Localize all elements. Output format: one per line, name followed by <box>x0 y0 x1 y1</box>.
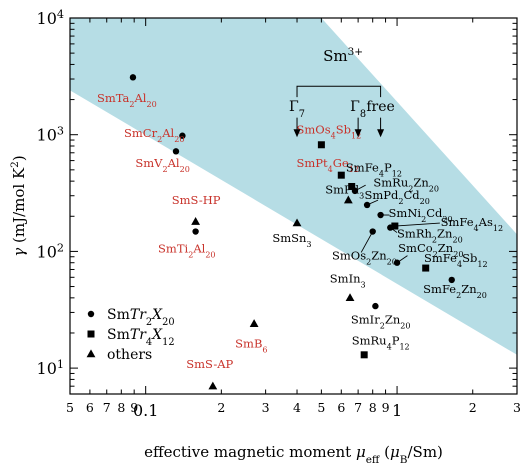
label-smti2al20: SmTi2Al20 <box>158 241 216 258</box>
legend-entry-label: others <box>107 347 152 363</box>
leader-line <box>396 255 408 264</box>
x-tick-label: 7 <box>354 400 362 415</box>
arrow-head-icon <box>293 129 301 138</box>
legend-entry-label: SmTr4X12 <box>107 327 175 348</box>
x-tick-label: 3 <box>262 400 270 415</box>
level-label-free: free <box>366 99 394 115</box>
arrow-head-icon <box>354 129 362 138</box>
y-axis-title: γ (mJ/mol K2) <box>9 155 28 256</box>
leader-line <box>390 227 398 233</box>
label-smta2al20: SmTa2Al20 <box>97 91 157 109</box>
level-label-7: Γ7 <box>289 99 305 120</box>
label-smin3: SmIn3 <box>330 272 366 290</box>
data-points-layer <box>129 74 455 390</box>
point-smin3 <box>345 293 355 302</box>
label-smb6: SmB6 <box>235 337 267 355</box>
shaded-band-layer <box>70 18 517 355</box>
plot-frame <box>69 17 518 395</box>
label-smfe2zn20: SmFe2Zn20 <box>423 282 487 300</box>
point-smfe2zn20 <box>448 276 455 284</box>
label-smpd3: SmPd3 <box>325 182 364 200</box>
x-tick-label: 7 <box>103 400 111 415</box>
point-smir2zn20 <box>372 302 379 310</box>
label-smni2cd20: SmNi2Cd20 <box>389 206 453 224</box>
x-tick-label: 0.1 <box>133 401 158 420</box>
label-smfe4p12: SmFe4P12 <box>346 160 402 178</box>
x-tick-label: 1 <box>392 401 402 420</box>
x-tick-label: 5 <box>317 400 325 415</box>
label-smrh2zn20: SmRh2Zn20 <box>397 226 463 244</box>
leader-line <box>354 184 366 192</box>
x-tick-label: 6 <box>86 400 94 415</box>
label-smsn3: SmSn3 <box>272 231 311 249</box>
x-tick-label: 9 <box>382 400 390 415</box>
level-label-8: Γ8 <box>350 99 366 120</box>
sm3-bracket <box>296 85 382 98</box>
arrow-head-icon <box>377 129 385 138</box>
leader-line <box>360 231 374 253</box>
label-smos4sb12: SmOs4Sb12 <box>296 123 361 141</box>
legend-circle-icon <box>87 310 95 318</box>
label-smru2zn20: SmRu2Zn20 <box>373 175 439 193</box>
x-tick-label: 8 <box>117 400 125 415</box>
x-tick-label: 5 <box>66 400 74 415</box>
point-smru4p12 <box>360 351 368 359</box>
label-smco2zn20: SmCo2Zn20 <box>398 241 463 259</box>
point-smsn3 <box>292 218 302 227</box>
point-smos4sb12 <box>317 141 325 149</box>
label-smru4p12: SmRu4P12 <box>352 333 410 351</box>
label-sms-ap: SmS-AP <box>186 357 233 371</box>
x-axis-title: effective magnetic moment μeff (μB/Sm) <box>144 443 443 465</box>
point-smfe4sb12 <box>422 264 430 272</box>
label-smos2zn20: SmOs2Zn20 <box>332 249 397 267</box>
y-tick-label: 102 <box>37 241 64 262</box>
leader-lines-layer <box>354 184 440 264</box>
point-smpd3 <box>343 195 353 204</box>
point-smv2al20 <box>172 148 180 155</box>
y-tick-label: 103 <box>37 124 64 145</box>
point-smb6 <box>249 319 259 327</box>
shaded-band <box>70 18 517 355</box>
label-smfe4as12: SmFe4As12 <box>441 215 504 233</box>
label-smir2zn20: SmIr2Zn20 <box>351 313 411 331</box>
axes-layer: 5 6 7 8 90.1 2 3 4 5 6 7 8 9 1 2 3101102103104effective… <box>9 8 520 465</box>
point-smpd2cd20 <box>363 201 371 209</box>
y-tick-label: 104 <box>37 8 64 29</box>
point-smti2al20 <box>192 228 199 235</box>
point-smcr2al20 <box>179 132 186 139</box>
point-smta2al20 <box>129 74 137 81</box>
leader-line <box>366 199 379 206</box>
legend-square-icon <box>87 330 95 338</box>
x-tick-label: 6 <box>337 400 345 415</box>
label-smpt4ge12: SmPt4Ge12 <box>296 156 359 174</box>
label-smpd2cd20: SmPd2Cd20 <box>364 188 429 206</box>
label-smfe4sb12: SmFe4Sb12 <box>424 251 488 269</box>
x-tick-label: 3 <box>513 400 520 415</box>
label-smcr2al20: SmCr2Al20 <box>124 126 184 144</box>
point-smni2cd20 <box>377 211 384 219</box>
x-tick-label: 2 <box>469 400 477 415</box>
x-tick-label: 2 <box>217 400 225 415</box>
label-smv2al20: SmV2Al20 <box>135 156 189 174</box>
legend-entry-label: SmTr2X20 <box>107 307 175 328</box>
sm3-annotation-layer: Sm3+ Γ7 Γ8 free <box>289 46 395 138</box>
point-sms-hp <box>191 217 201 225</box>
point-smru2zn20 <box>351 187 359 195</box>
sm3-title: Sm3+ <box>323 46 363 65</box>
point-smfe4p12 <box>348 182 356 190</box>
point-sms-ap <box>208 381 218 390</box>
point-smpt4ge12 <box>337 171 345 179</box>
point-labels-layer: SmTa2Al20 SmCr2Al20 SmV2Al20 SmS-HP SmTi2Al2… <box>97 91 503 371</box>
y-tick-label: 101 <box>37 358 64 379</box>
legend-triangle-icon <box>86 349 96 358</box>
x-tick-label: 8 <box>369 400 377 415</box>
label-sms-hp: SmS-HP <box>172 193 221 207</box>
x-tick-label: 9 <box>130 400 138 415</box>
x-tick-label: 4 <box>293 400 301 415</box>
leader-line <box>394 222 440 227</box>
